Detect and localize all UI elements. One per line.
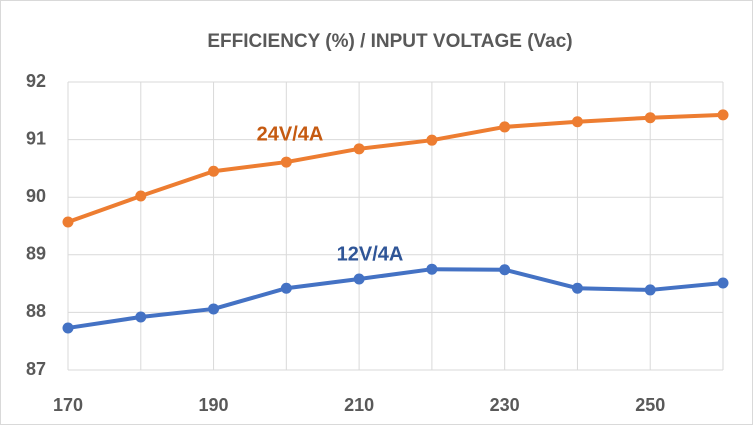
data-point — [644, 284, 656, 296]
data-point — [208, 165, 220, 177]
data-point — [717, 277, 729, 289]
data-point — [280, 156, 292, 168]
series-label: 24V/4A — [257, 123, 324, 145]
y-tick-label: 89 — [26, 244, 46, 264]
y-tick-label: 92 — [26, 71, 46, 91]
data-point — [353, 273, 365, 285]
data-point — [571, 116, 583, 128]
series-line — [67, 267, 724, 330]
data-point — [717, 109, 729, 121]
data-point — [62, 216, 74, 228]
y-tick-label: 91 — [26, 128, 46, 148]
data-point — [135, 311, 147, 323]
x-tick-label: 250 — [635, 395, 665, 415]
y-tick-label: 90 — [26, 186, 46, 206]
data-point — [499, 264, 511, 276]
x-tick-label: 170 — [53, 395, 83, 415]
data-point — [353, 143, 365, 155]
data-point — [62, 322, 74, 334]
data-point — [280, 282, 292, 294]
x-tick-label: 190 — [199, 395, 229, 415]
data-point — [644, 112, 656, 124]
y-tick-label: 87 — [26, 359, 46, 379]
x-tick-label: 210 — [344, 395, 374, 415]
data-point — [426, 134, 438, 146]
series-line — [67, 112, 724, 224]
chart-title: EFFICIENCY (%) / INPUT VOLTAGE (Vac) — [207, 31, 572, 52]
series-label: 12V/4A — [337, 243, 404, 265]
y-tick-label: 88 — [26, 301, 46, 321]
data-point — [135, 190, 147, 202]
data-point — [426, 263, 438, 275]
data-point — [499, 121, 511, 133]
data-point — [208, 303, 220, 315]
data-point — [571, 282, 583, 294]
x-tick-label: 230 — [490, 395, 520, 415]
